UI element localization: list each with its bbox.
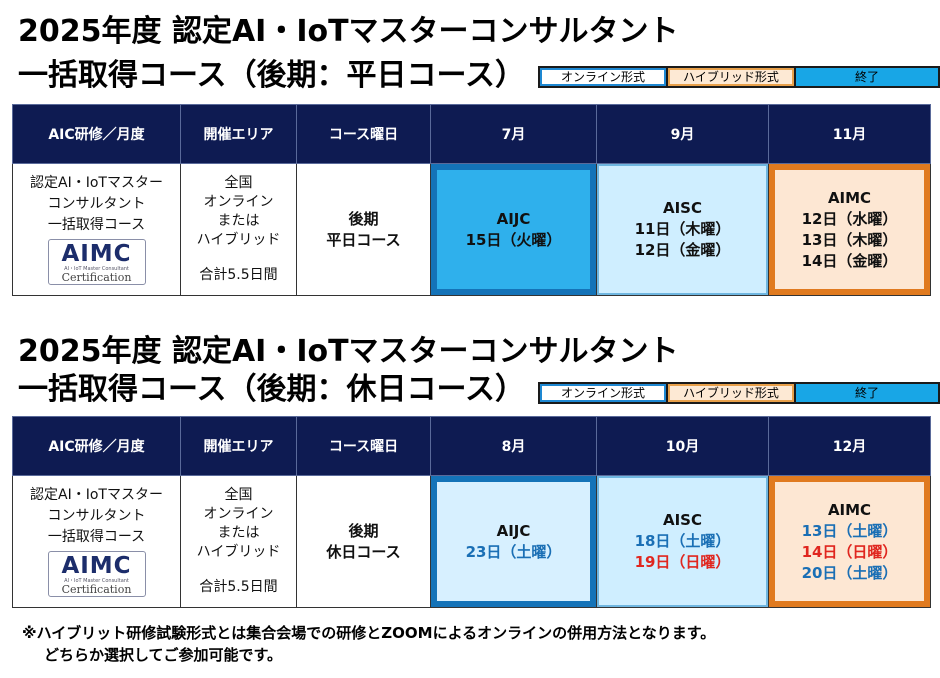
- weekday-schedule-table: AIC研修／月度 開催エリア コース曜日 7月 9月 11月 認定AI・IoTマ…: [12, 104, 931, 296]
- course-name-line: 一括取得コース: [47, 217, 146, 233]
- aimc-label: AIMC: [827, 188, 872, 207]
- aimc-label: AIMC: [827, 500, 872, 519]
- aimc-cell: AIMC 13日（土曜） 14日（日曜） 20日（土曜）: [768, 475, 931, 608]
- logo-mark: AIMC: [61, 553, 132, 579]
- header-cell: AIC研修／月度: [12, 104, 181, 164]
- table-header-row: AIC研修／月度 開催エリア コース曜日 7月 9月 11月: [12, 104, 931, 164]
- logo-subtitle: AI・IoT Master Consultant: [64, 266, 129, 272]
- header-cell: コース曜日: [296, 104, 431, 164]
- logo-mark: AIMC: [61, 241, 132, 267]
- logo-certification: Certification: [61, 583, 132, 596]
- course-name-line: 認定AI・IoTマスター: [30, 487, 163, 503]
- legend-done: 終了: [796, 384, 938, 402]
- area-cell: 全国 オンライン または ハイブリッド 合計5.5日間: [180, 163, 297, 296]
- header-cell: 開催エリア: [180, 416, 297, 476]
- legend-hybrid: ハイブリッド形式: [668, 68, 796, 86]
- aimc-certification-logo: AIMC AI・IoT Master Consultant Certificat…: [47, 239, 146, 285]
- course-day-line: 後期: [348, 209, 379, 228]
- header-cell: コース曜日: [296, 416, 431, 476]
- aisc-label: AISC: [662, 199, 702, 217]
- aijc-cell: AIJC 23日（土曜）: [430, 475, 597, 608]
- area-line: ハイブリッド: [196, 232, 281, 248]
- logo-subtitle: AI・IoT Master Consultant: [64, 578, 129, 584]
- aimc-cell: AIMC 12日（水曜） 13日（木曜） 14日（金曜）: [768, 163, 931, 296]
- footnote-line1: ※ハイブリット研修試験形式とは集合会場での研修とZOOMによるオンラインの併用方…: [22, 624, 716, 642]
- aijc-date: 23日（土曜）: [465, 542, 562, 561]
- footnote-line2: どちらか選択してご参加可能です。: [44, 646, 283, 664]
- holiday-title-line1: 2025年度 認定AI・IoTマスターコンサルタント: [18, 334, 679, 369]
- course-day-line: 後期: [348, 521, 379, 540]
- course-name-line: 認定AI・IoTマスター: [30, 175, 163, 191]
- course-name-cell: 認定AI・IoTマスター コンサルタント 一括取得コース AIMC AI・IoT…: [12, 163, 181, 296]
- aisc-label: AISC: [662, 511, 702, 529]
- course-day-cell: 後期 平日コース: [296, 163, 431, 296]
- area-line: または: [217, 525, 260, 541]
- aijc-cell: AIJC 15日（火曜）: [430, 163, 597, 296]
- course-name-line: コンサルタント: [47, 196, 146, 212]
- total-days: 合計5.5日間: [199, 267, 278, 283]
- legend-hybrid: ハイブリッド形式: [668, 384, 796, 402]
- course-name-line: コンサルタント: [47, 508, 146, 524]
- course-name-line: 一括取得コース: [47, 529, 146, 545]
- legend-online: オンライン形式: [540, 68, 668, 86]
- weekday-title-line1: 2025年度 認定AI・IoTマスターコンサルタント: [18, 14, 679, 49]
- logo-certification: Certification: [61, 271, 132, 284]
- aisc-cell: AISC 11日（木曜） 12日（金曜）: [596, 163, 769, 296]
- aimc-date: 13日（土曜）: [801, 521, 898, 540]
- holiday-legend: オンライン形式 ハイブリッド形式 終了: [538, 382, 940, 404]
- table-row: 認定AI・IoTマスター コンサルタント 一括取得コース AIMC AI・IoT…: [12, 163, 931, 296]
- aisc-date: 18日（土曜）: [634, 532, 731, 550]
- aisc-date: 11日（木曜）: [634, 220, 731, 238]
- area-line: ハイブリッド: [196, 544, 281, 560]
- area-line: 全国: [224, 175, 253, 191]
- course-day-line: 平日コース: [326, 230, 401, 249]
- weekday-legend: オンライン形式 ハイブリッド形式 終了: [538, 66, 940, 88]
- table-row: 認定AI・IoTマスター コンサルタント 一括取得コース AIMC AI・IoT…: [12, 475, 931, 608]
- aimc-date: 14日（日曜）: [801, 542, 898, 561]
- header-cell: 12月: [768, 416, 931, 476]
- aijc-label: AIJC: [496, 209, 531, 228]
- holiday-title-line2: 一括取得コース（後期：休日コース）: [18, 372, 525, 407]
- table-header-row: AIC研修／月度 開催エリア コース曜日 8月 10月 12月: [12, 416, 931, 476]
- legend-online: オンライン形式: [540, 384, 668, 402]
- aimc-date: 12日（水曜）: [801, 209, 898, 228]
- footnote: ※ハイブリット研修試験形式とは集合会場での研修とZOOMによるオンラインの併用方…: [22, 622, 715, 666]
- header-cell: 7月: [430, 104, 597, 164]
- holiday-schedule-table: AIC研修／月度 開催エリア コース曜日 8月 10月 12月 認定AI・IoT…: [12, 416, 931, 608]
- header-cell: AIC研修／月度: [12, 416, 181, 476]
- aisc-date: 12日（金曜）: [634, 241, 731, 259]
- aijc-date: 15日（火曜）: [465, 230, 562, 249]
- aisc-date: 19日（日曜）: [634, 553, 731, 571]
- aisc-cell: AISC 18日（土曜） 19日（日曜）: [596, 475, 769, 608]
- total-days: 合計5.5日間: [199, 579, 278, 595]
- area-cell: 全国 オンライン または ハイブリッド 合計5.5日間: [180, 475, 297, 608]
- legend-done: 終了: [796, 68, 938, 86]
- aijc-label: AIJC: [496, 521, 531, 540]
- header-cell: 10月: [596, 416, 769, 476]
- area-line: オンライン: [203, 194, 274, 210]
- aimc-certification-logo: AIMC AI・IoT Master Consultant Certificat…: [47, 551, 146, 597]
- course-day-line: 休日コース: [326, 542, 401, 561]
- area-line: 全国: [224, 487, 253, 503]
- course-name-cell: 認定AI・IoTマスター コンサルタント 一括取得コース AIMC AI・IoT…: [12, 475, 181, 608]
- aimc-date: 13日（木曜）: [801, 230, 898, 249]
- header-cell: 8月: [430, 416, 597, 476]
- header-cell: 9月: [596, 104, 769, 164]
- weekday-title-line2: 一括取得コース（後期：平日コース）: [18, 58, 525, 93]
- area-line: または: [217, 213, 260, 229]
- aimc-date: 20日（土曜）: [801, 563, 898, 582]
- header-cell: 開催エリア: [180, 104, 297, 164]
- course-day-cell: 後期 休日コース: [296, 475, 431, 608]
- header-cell: 11月: [768, 104, 931, 164]
- area-line: オンライン: [203, 506, 274, 522]
- aimc-date: 14日（金曜）: [801, 251, 898, 270]
